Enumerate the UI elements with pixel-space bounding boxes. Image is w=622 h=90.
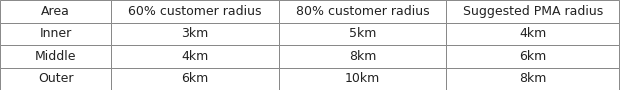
Text: Inner: Inner xyxy=(40,27,72,40)
Text: 10km: 10km xyxy=(345,72,380,85)
Text: Middle: Middle xyxy=(35,50,77,63)
Text: 6km: 6km xyxy=(519,50,546,63)
FancyBboxPatch shape xyxy=(111,22,279,45)
Text: Outer: Outer xyxy=(38,72,73,85)
Text: Area: Area xyxy=(41,5,70,18)
FancyBboxPatch shape xyxy=(279,0,446,22)
Text: 4km: 4km xyxy=(519,27,546,40)
FancyBboxPatch shape xyxy=(279,45,446,68)
Text: 5km: 5km xyxy=(349,27,376,40)
FancyBboxPatch shape xyxy=(0,0,111,22)
FancyBboxPatch shape xyxy=(0,45,111,68)
FancyBboxPatch shape xyxy=(279,68,446,90)
FancyBboxPatch shape xyxy=(279,22,446,45)
Text: 8km: 8km xyxy=(519,72,546,85)
Text: 80% customer radius: 80% customer radius xyxy=(295,5,429,18)
Text: 3km: 3km xyxy=(182,27,209,40)
Text: 8km: 8km xyxy=(349,50,376,63)
FancyBboxPatch shape xyxy=(446,22,620,45)
FancyBboxPatch shape xyxy=(446,68,620,90)
Text: Suggested PMA radius: Suggested PMA radius xyxy=(463,5,603,18)
FancyBboxPatch shape xyxy=(446,45,620,68)
FancyBboxPatch shape xyxy=(111,45,279,68)
FancyBboxPatch shape xyxy=(111,0,279,22)
FancyBboxPatch shape xyxy=(111,68,279,90)
Text: 6km: 6km xyxy=(182,72,209,85)
FancyBboxPatch shape xyxy=(0,68,111,90)
Text: 60% customer radius: 60% customer radius xyxy=(128,5,262,18)
FancyBboxPatch shape xyxy=(446,0,620,22)
Text: 4km: 4km xyxy=(182,50,209,63)
FancyBboxPatch shape xyxy=(0,22,111,45)
